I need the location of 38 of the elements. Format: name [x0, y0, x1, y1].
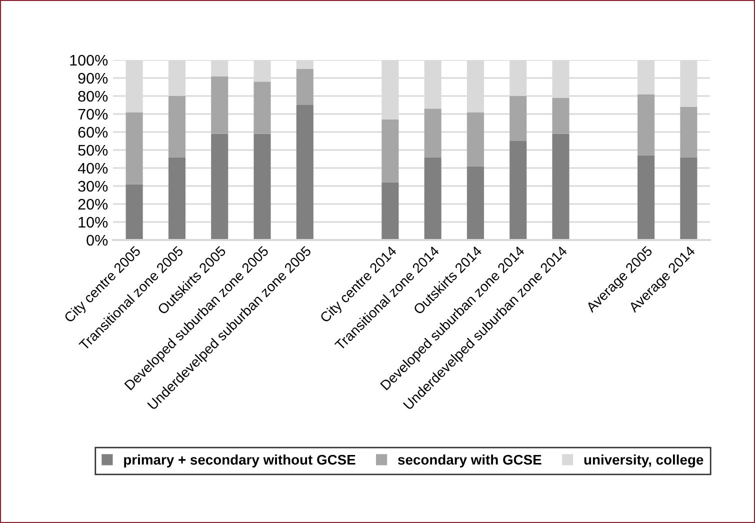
y-tick-label: 20%	[78, 198, 108, 210]
bar	[466, 112, 484, 166]
bar	[638, 94, 655, 156]
legend-label: university, college	[584, 454, 704, 468]
y-tick-label: 70%	[78, 108, 108, 120]
y-tick-label: 10%	[78, 216, 108, 228]
bar	[211, 134, 228, 240]
bar	[254, 134, 271, 240]
bar	[126, 112, 143, 184]
legend-label: secondary with GCSE	[398, 454, 542, 468]
bar	[552, 98, 570, 134]
bar	[680, 157, 698, 240]
y-tick-label: 30%	[78, 180, 108, 192]
y-tick-label: 50%	[78, 144, 108, 156]
bar	[638, 155, 655, 240]
y-tick-label: 100%	[70, 54, 108, 66]
bar	[382, 119, 399, 182]
y-tick-label: 40%	[78, 162, 108, 174]
bar	[424, 108, 442, 158]
bar	[552, 134, 570, 240]
bar	[168, 157, 186, 240]
bar	[168, 96, 186, 158]
bar	[510, 96, 527, 141]
bar	[126, 184, 143, 240]
bar	[680, 106, 698, 158]
bar	[424, 157, 442, 240]
bar	[296, 69, 314, 105]
y-tick-label: 90%	[78, 72, 108, 84]
bar	[510, 141, 527, 240]
y-tick-label: 80%	[78, 90, 108, 102]
legend-label: primary + secondary without GCSE	[124, 454, 356, 468]
y-tick-label: 0%	[86, 234, 108, 246]
bar	[382, 182, 399, 240]
bar	[211, 76, 228, 134]
y-tick-label: 60%	[78, 126, 108, 138]
bar	[466, 166, 484, 240]
bar	[296, 105, 314, 240]
bar	[254, 82, 271, 134]
